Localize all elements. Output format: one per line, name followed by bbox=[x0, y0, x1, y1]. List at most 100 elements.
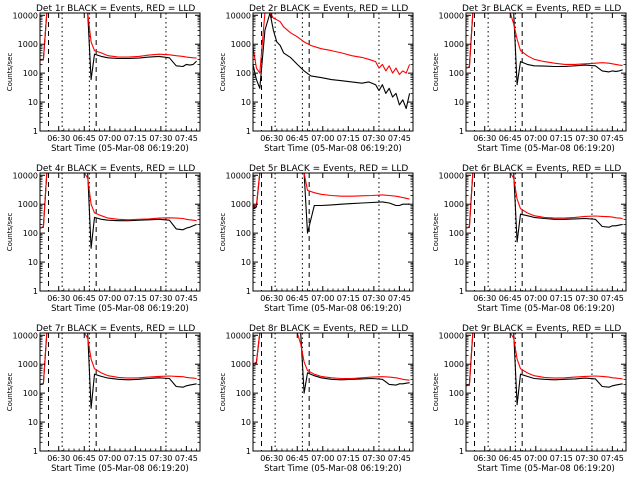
plot-frame bbox=[465, 172, 627, 292]
x-tick-label: 07:30 bbox=[575, 454, 598, 463]
plot-frame bbox=[465, 12, 627, 132]
x-tick-label: 06:45 bbox=[73, 134, 96, 143]
y-tick-label: 1 bbox=[459, 127, 464, 136]
y-tick-label: 100 bbox=[236, 389, 251, 398]
detector-panel-9: 1 10 100 1000 10000 06:30 06:45 07:00 07:15 07:30… bbox=[432, 324, 627, 474]
x-tick-label: 07:30 bbox=[575, 134, 598, 143]
x-tick-label: 07:00 bbox=[524, 454, 547, 463]
y-tick-label: 10 bbox=[454, 418, 464, 427]
x-tick-label: 06:30 bbox=[260, 294, 283, 303]
x-tick-label: 07:15 bbox=[124, 454, 147, 463]
y-tick-label: 1 bbox=[246, 447, 251, 456]
x-tick-label: 07:15 bbox=[124, 134, 147, 143]
chart-title: Det 3r BLACK = Events, RED = LLD bbox=[462, 4, 621, 14]
chart-title: Det 1r BLACK = Events, RED = LLD bbox=[36, 4, 195, 14]
y-axis-label: Counts/sec bbox=[432, 373, 440, 412]
y-tick-label: 10 bbox=[241, 258, 251, 267]
y-tick-label: 1 bbox=[33, 127, 38, 136]
events-series-line bbox=[252, 172, 410, 234]
x-axis-label: Start Time (05-Mar-08 06:19:20) bbox=[264, 304, 402, 314]
x-tick-label: 06:45 bbox=[499, 294, 522, 303]
y-tick-label: 100 bbox=[23, 69, 38, 78]
lld-series-line bbox=[39, 332, 197, 385]
x-tick-label: 07:45 bbox=[175, 454, 198, 463]
y-tick-label: 100 bbox=[449, 229, 464, 238]
detector-panel-2: 1 10 100 1000 10000 06:30 06:45 07:00 07:15 07:30… bbox=[219, 4, 414, 154]
x-tick-label: 07:15 bbox=[337, 294, 360, 303]
chart-title: Det 4r BLACK = Events, RED = LLD bbox=[36, 164, 195, 174]
y-tick-label: 100 bbox=[23, 229, 38, 238]
x-tick-label: 07:30 bbox=[362, 134, 385, 143]
x-axis-label: Start Time (05-Mar-08 06:19:20) bbox=[51, 304, 189, 314]
x-tick-label: 07:30 bbox=[362, 294, 385, 303]
y-tick-label: 10000 bbox=[226, 11, 251, 20]
events-series-line bbox=[252, 332, 410, 394]
events-series-line bbox=[465, 172, 623, 243]
x-tick-label: 06:30 bbox=[260, 454, 283, 463]
y-tick-label: 10 bbox=[454, 98, 464, 107]
x-axis-label: Start Time (05-Mar-08 06:19:20) bbox=[51, 464, 189, 474]
x-tick-label: 07:30 bbox=[149, 134, 172, 143]
x-tick-label: 07:45 bbox=[601, 294, 624, 303]
lld-series-line bbox=[39, 12, 197, 61]
x-tick-label: 07:45 bbox=[601, 134, 624, 143]
y-tick-label: 1000 bbox=[231, 40, 251, 49]
plot-frame bbox=[465, 332, 627, 452]
x-tick-label: 07:15 bbox=[124, 294, 147, 303]
x-tick-label: 06:45 bbox=[286, 134, 309, 143]
detector-panel-5: 1 10 100 1000 10000 06:30 06:45 07:00 07:15 07:30… bbox=[219, 164, 414, 314]
chart-title: Det 6r BLACK = Events, RED = LLD bbox=[462, 164, 621, 174]
chart-title: Det 2r BLACK = Events, RED = LLD bbox=[249, 4, 408, 14]
plot-frame bbox=[39, 172, 201, 292]
y-tick-label: 1000 bbox=[444, 360, 464, 369]
y-axis-label: Counts/sec bbox=[432, 53, 440, 92]
x-tick-label: 06:45 bbox=[73, 294, 96, 303]
y-tick-label: 100 bbox=[23, 389, 38, 398]
plot-frame bbox=[252, 332, 414, 452]
y-axis-label: Counts/sec bbox=[6, 53, 14, 92]
y-tick-label: 1 bbox=[246, 127, 251, 136]
x-tick-label: 07:15 bbox=[550, 294, 573, 303]
x-axis-label: Start Time (05-Mar-08 06:19:20) bbox=[477, 464, 615, 474]
y-axis-label: Counts/sec bbox=[219, 53, 227, 92]
detector-panel-3: 1 10 100 1000 10000 06:30 06:45 07:00 07:15 07:30… bbox=[432, 4, 627, 154]
x-tick-label: 07:15 bbox=[550, 134, 573, 143]
x-tick-label: 07:45 bbox=[175, 134, 198, 143]
x-tick-label: 06:30 bbox=[47, 454, 70, 463]
y-axis-label: Counts/sec bbox=[219, 373, 227, 412]
x-axis-label: Start Time (05-Mar-08 06:19:20) bbox=[477, 304, 615, 314]
x-tick-label: 07:00 bbox=[98, 134, 121, 143]
y-tick-label: 10000 bbox=[13, 331, 38, 340]
y-tick-label: 1 bbox=[33, 287, 38, 296]
x-tick-label: 06:30 bbox=[260, 134, 283, 143]
x-tick-label: 07:00 bbox=[311, 134, 334, 143]
x-tick-label: 07:00 bbox=[524, 294, 547, 303]
y-tick-label: 1000 bbox=[444, 200, 464, 209]
y-tick-label: 1 bbox=[459, 447, 464, 456]
x-tick-label: 07:30 bbox=[575, 294, 598, 303]
x-tick-label: 06:45 bbox=[286, 294, 309, 303]
y-tick-label: 100 bbox=[236, 229, 251, 238]
x-tick-label: 07:45 bbox=[388, 294, 411, 303]
y-tick-label: 1 bbox=[459, 287, 464, 296]
chart-title: Det 9r BLACK = Events, RED = LLD bbox=[462, 324, 621, 334]
plot-frame bbox=[252, 172, 414, 292]
x-tick-label: 06:45 bbox=[499, 134, 522, 143]
x-tick-label: 07:30 bbox=[149, 294, 172, 303]
x-tick-label: 07:45 bbox=[388, 454, 411, 463]
x-tick-label: 07:00 bbox=[98, 454, 121, 463]
y-tick-label: 1000 bbox=[444, 40, 464, 49]
y-tick-label: 10000 bbox=[226, 171, 251, 180]
x-tick-label: 06:30 bbox=[47, 294, 70, 303]
y-tick-label: 100 bbox=[449, 389, 464, 398]
lld-series-line bbox=[465, 12, 623, 69]
chart-title: Det 8r BLACK = Events, RED = LLD bbox=[249, 324, 408, 334]
detector-panel-7: 1 10 100 1000 10000 06:30 06:45 07:00 07:15 07:30… bbox=[6, 324, 201, 474]
x-tick-label: 07:45 bbox=[175, 294, 198, 303]
x-tick-label: 06:30 bbox=[473, 294, 496, 303]
x-axis-label: Start Time (05-Mar-08 06:19:20) bbox=[264, 144, 402, 154]
y-tick-label: 1 bbox=[246, 287, 251, 296]
y-tick-label: 10 bbox=[454, 258, 464, 267]
events-series-line bbox=[39, 172, 197, 249]
